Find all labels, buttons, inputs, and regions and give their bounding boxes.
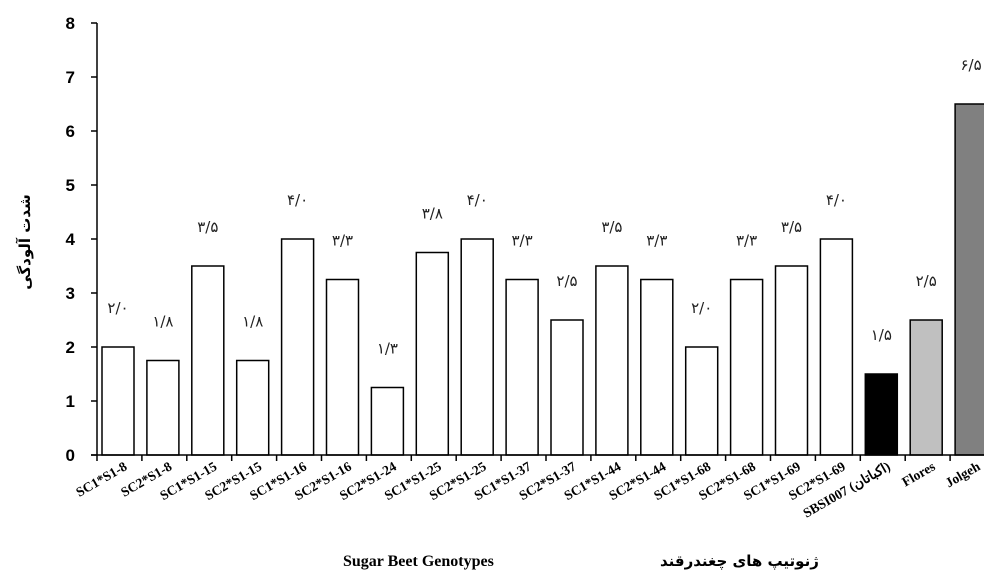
data-label: ۱/۸ xyxy=(242,313,263,331)
bar xyxy=(415,251,450,456)
data-label: ۱/۳ xyxy=(377,340,398,358)
data-label: ۳/۳ xyxy=(512,232,533,250)
x-axis-title-persian: ژنوتیپ های چغندرقند xyxy=(660,552,819,571)
y-tick-label: 1 xyxy=(66,392,75,411)
data-label: ۱/۸ xyxy=(152,313,173,331)
data-label: ۴/۰ xyxy=(467,191,488,209)
y-tick-label: 4 xyxy=(66,230,76,249)
data-labels: ۲/۰ ۱/۸ ۳/۵ ۱/۸ ۴/۰ ۳/۳ ۱/۳ ۳/۸ ۴/۰ ۳/۳ ۲/۵ ۳/۵ ۳/۳ ۲… xyxy=(107,56,981,358)
data-label: ۳/۸ xyxy=(422,205,443,223)
y-tick-label: 2 xyxy=(66,338,75,357)
y-tick-label: 5 xyxy=(66,176,75,195)
y-tick-label: 6 xyxy=(66,122,75,141)
data-label: ۳/۳ xyxy=(646,232,667,250)
x-tick-label: Flores xyxy=(899,459,937,490)
bar xyxy=(101,346,135,456)
data-label: ۶/۵ xyxy=(961,56,982,74)
bar xyxy=(954,103,984,456)
x-axis-ticks: SC1*S1-8SC2*S1-8SC1*S1-15SC2*S1-15SC1*S1… xyxy=(73,455,983,521)
bar xyxy=(191,265,225,456)
x-tick-label: Jolgeh xyxy=(943,458,983,490)
bar xyxy=(460,238,494,456)
data-label: ۱/۵ xyxy=(871,326,892,344)
data-label: ۲/۵ xyxy=(556,272,577,290)
bar xyxy=(595,265,629,456)
bar xyxy=(819,238,854,456)
data-label: ۳/۵ xyxy=(197,218,218,236)
bar xyxy=(550,319,584,456)
bar xyxy=(505,278,539,456)
y-tick-label: 8 xyxy=(66,14,75,33)
data-label: ۲/۰ xyxy=(691,299,712,317)
y-tick-label: 7 xyxy=(66,68,75,87)
data-label: ۳/۳ xyxy=(736,232,757,250)
data-label: ۲/۵ xyxy=(916,272,937,290)
bar xyxy=(864,373,899,456)
x-axis-title-english: Sugar Beet Genotypes xyxy=(343,553,494,570)
data-label: ۲/۰ xyxy=(107,299,128,317)
data-label: ۳/۵ xyxy=(781,218,802,236)
data-label: ۴/۰ xyxy=(826,191,847,209)
bars xyxy=(101,103,984,456)
bar xyxy=(774,265,809,456)
y-tick-label: 3 xyxy=(66,284,75,303)
bar xyxy=(729,278,764,456)
bar xyxy=(370,386,405,456)
data-label: ۳/۵ xyxy=(601,218,622,236)
y-tick-label: 0 xyxy=(66,446,75,465)
bar xyxy=(280,238,315,456)
y-axis-title: شدت آلودگی xyxy=(16,194,34,290)
y-axis-ticks: 0 1 2 3 4 5 6 7 8 xyxy=(66,14,97,465)
bar xyxy=(235,359,270,456)
bar xyxy=(146,359,180,456)
data-label: ۴/۰ xyxy=(287,191,308,209)
data-label: ۳/۳ xyxy=(332,232,353,250)
bar xyxy=(325,278,360,456)
bar xyxy=(640,278,674,456)
bar xyxy=(684,346,719,456)
bar xyxy=(909,319,943,456)
